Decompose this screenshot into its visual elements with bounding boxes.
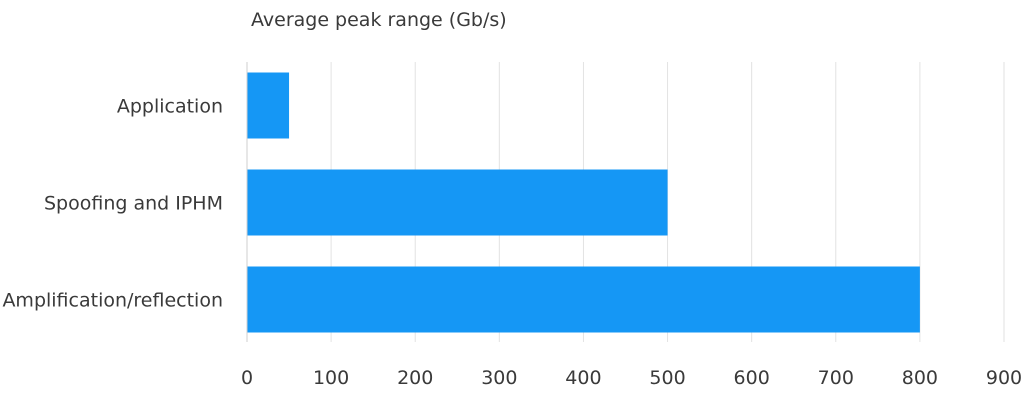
x-tick-label: 200 — [397, 367, 433, 389]
x-tick-label: 500 — [649, 367, 685, 389]
category-label: Application — [117, 96, 223, 118]
x-tick-label: 600 — [734, 367, 770, 389]
x-tick-label: 100 — [313, 367, 349, 389]
chart-title: Average peak range (Gb/s) — [251, 9, 507, 31]
category-label: Spoofing and IPHM — [44, 193, 223, 215]
x-tick-label: 800 — [902, 367, 938, 389]
bars — [247, 72, 920, 333]
x-tick-label: 900 — [986, 367, 1022, 389]
category-label: Amplification/reflection — [2, 290, 223, 312]
x-tick-label: 300 — [481, 367, 517, 389]
x-tick-label: 0 — [241, 367, 253, 389]
bar-application — [247, 72, 290, 139]
bar-spoofing-and-iphm — [247, 169, 668, 236]
x-tick-label: 400 — [565, 367, 601, 389]
bar-amplification-reflection — [247, 266, 920, 333]
x-tick-label: 700 — [818, 367, 854, 389]
category-labels: Application Spoofing and IPHM Amplificatio… — [2, 96, 223, 312]
x-tick-labels: 0 100 200 300 400 500 600 700 800 900 — [241, 367, 1022, 389]
